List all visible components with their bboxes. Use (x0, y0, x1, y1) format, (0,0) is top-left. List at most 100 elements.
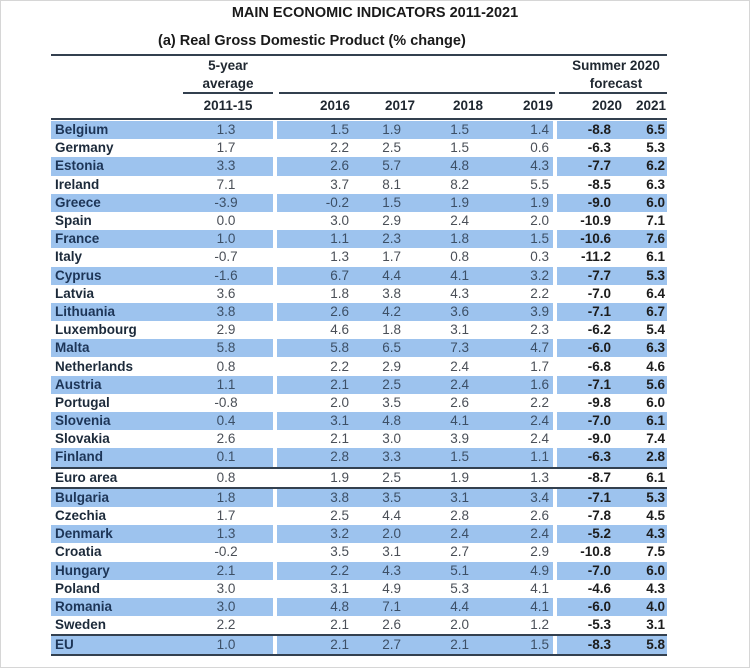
table-row: Spain 0.0 3.0 2.9 2.4 2.0 -10.9 7.1 (51, 212, 667, 230)
value-2017: 7.1 (349, 597, 417, 617)
forecast-2020: -7.7 (557, 266, 625, 285)
column-gap (553, 561, 557, 580)
value-2016: 2.6 (277, 302, 349, 322)
value-2019: 5.5 (530, 176, 549, 192)
table-row: Netherlands 0.8 2.2 2.9 2.4 1.7 -6.8 4.6 (51, 357, 667, 375)
forecast-2021: 5.6 (625, 375, 667, 394)
forecast-2020: -6.3 (557, 448, 625, 469)
value-2017: 2.3 (349, 230, 417, 249)
column-gap (553, 467, 557, 489)
value-2017: 3.5 (349, 487, 417, 507)
forecast-2021: 7.1 (646, 213, 665, 229)
country-name: Czechia (55, 508, 107, 524)
forecast-2021: 2.8 (625, 448, 667, 469)
page-title: MAIN ECONOMIC INDICATORS 2011-2021 (231, 5, 519, 21)
value-2019: 2.6 (530, 508, 549, 524)
value-2016: 2.8 (277, 448, 349, 469)
forecast-header-line2: forecast (589, 76, 643, 91)
value-2016: 2.2 (330, 358, 349, 374)
value-2016: 4.8 (277, 597, 349, 617)
value-2016: 3.1 (277, 412, 349, 431)
value-2018: 4.8 (417, 157, 485, 176)
value-2011-15: 1.7 (216, 140, 236, 156)
table-row: Germany 1.7 2.2 2.5 1.5 0.6 -6.3 5.3 (51, 139, 667, 157)
value-2018: 2.4 (417, 525, 485, 544)
gdp-table: Belgium 1.3 1.5 1.9 1.5 1.4 -8.8 6.5 Germany 1.7 2… (51, 121, 667, 657)
country-name: France (51, 230, 179, 249)
country-name: Spain (55, 213, 92, 229)
value-2019: 1.4 (485, 121, 553, 140)
forecast-2020: -9.0 (557, 193, 625, 212)
value-2016: 2.1 (277, 635, 349, 657)
table-row: Croatia -0.2 3.5 3.1 2.7 2.9 -10.8 7.5 (51, 543, 667, 561)
value-2018: 2.6 (450, 394, 469, 410)
country-name: Lithuania (51, 302, 179, 322)
value-2018: 2.4 (417, 375, 485, 394)
country-name: Italy (55, 249, 83, 265)
table-row: Romania 3.0 4.8 7.1 4.4 4.1 -6.0 4.0 (51, 597, 667, 617)
column-gap (273, 121, 277, 140)
value-2019: 2.2 (530, 394, 549, 410)
forecast-2020: -4.6 (587, 580, 611, 596)
table-row: EU 1.0 2.1 2.7 2.1 1.5 -8.3 5.8 (51, 635, 667, 657)
column-gap (553, 616, 557, 637)
value-2018: 4.3 (450, 285, 469, 301)
column-gap (273, 467, 277, 489)
column-gap (273, 525, 277, 544)
value-2016: 3.5 (330, 544, 349, 560)
column-gap (553, 302, 557, 322)
table-row: Finland 0.1 2.8 3.3 1.5 1.1 -6.3 2.8 (51, 448, 667, 469)
table-row: Greece -3.9 -0.2 1.5 1.9 1.9 -9.0 6.0 (51, 193, 667, 212)
table-row: Slovenia 0.4 3.1 4.8 4.1 2.4 -7.0 6.1 (51, 412, 667, 431)
value-2016: 2.5 (330, 508, 349, 524)
value-2011-15: 3.8 (179, 302, 273, 322)
table-row: Malta 5.8 5.8 6.5 7.3 4.7 -6.0 6.3 (51, 339, 667, 358)
value-2017: 3.5 (382, 394, 401, 410)
value-2011-15: 3.3 (179, 157, 273, 176)
column-gap (273, 412, 277, 431)
value-2019: 2.0 (530, 213, 549, 229)
country-name: Latvia (55, 285, 95, 301)
value-2019: 3.4 (485, 487, 553, 507)
column-gap (273, 487, 277, 507)
value-2016: 2.1 (277, 616, 349, 637)
country-name: Belgium (51, 121, 179, 140)
country-name: Portugal (55, 394, 110, 410)
column-gap (273, 448, 277, 469)
value-2016: 6.7 (277, 266, 349, 285)
value-2019: 4.7 (485, 339, 553, 358)
value-2017: 2.7 (349, 635, 417, 657)
column-gap (273, 193, 277, 212)
value-2016: 2.2 (277, 561, 349, 580)
forecast-2020: -8.3 (557, 635, 625, 657)
table-row: Poland 3.0 3.1 4.9 5.3 4.1 -4.6 4.3 (51, 580, 667, 598)
forecast-2021: 6.1 (625, 467, 667, 489)
column-gap (553, 157, 557, 176)
country-name: Slovenia (51, 412, 179, 431)
forecast-2021: 6.0 (625, 561, 667, 580)
forecast-2020: -5.3 (557, 616, 625, 637)
column-gap (273, 157, 277, 176)
column-gap (273, 616, 277, 637)
forecast-2020: -7.0 (557, 561, 625, 580)
value-2017: 6.5 (349, 339, 417, 358)
value-2011-15: 0.8 (179, 467, 273, 489)
forecast-2020: -6.0 (557, 339, 625, 358)
value-2018: 1.8 (417, 230, 485, 249)
column-gap (553, 121, 557, 140)
value-2019: 2.2 (530, 285, 549, 301)
forecast-2021: 6.3 (625, 339, 667, 358)
value-2017: 8.1 (382, 176, 401, 192)
value-2018: 1.5 (417, 448, 485, 469)
table-row: Latvia 3.6 1.8 3.8 4.3 2.2 -7.0 6.4 (51, 285, 667, 303)
forecast-2021: 4.3 (625, 525, 667, 544)
country-name: Poland (55, 580, 101, 596)
column-gap (553, 193, 557, 212)
value-2017: 4.3 (349, 561, 417, 580)
value-2011-15: -0.2 (214, 544, 238, 560)
forecast-2020: -11.2 (580, 249, 611, 265)
table-row: Czechia 1.7 2.5 4.4 2.8 2.6 -7.8 4.5 (51, 507, 667, 525)
value-2017: 1.9 (349, 121, 417, 140)
forecast-2021: 5.3 (625, 487, 667, 507)
column-gap (273, 597, 277, 617)
